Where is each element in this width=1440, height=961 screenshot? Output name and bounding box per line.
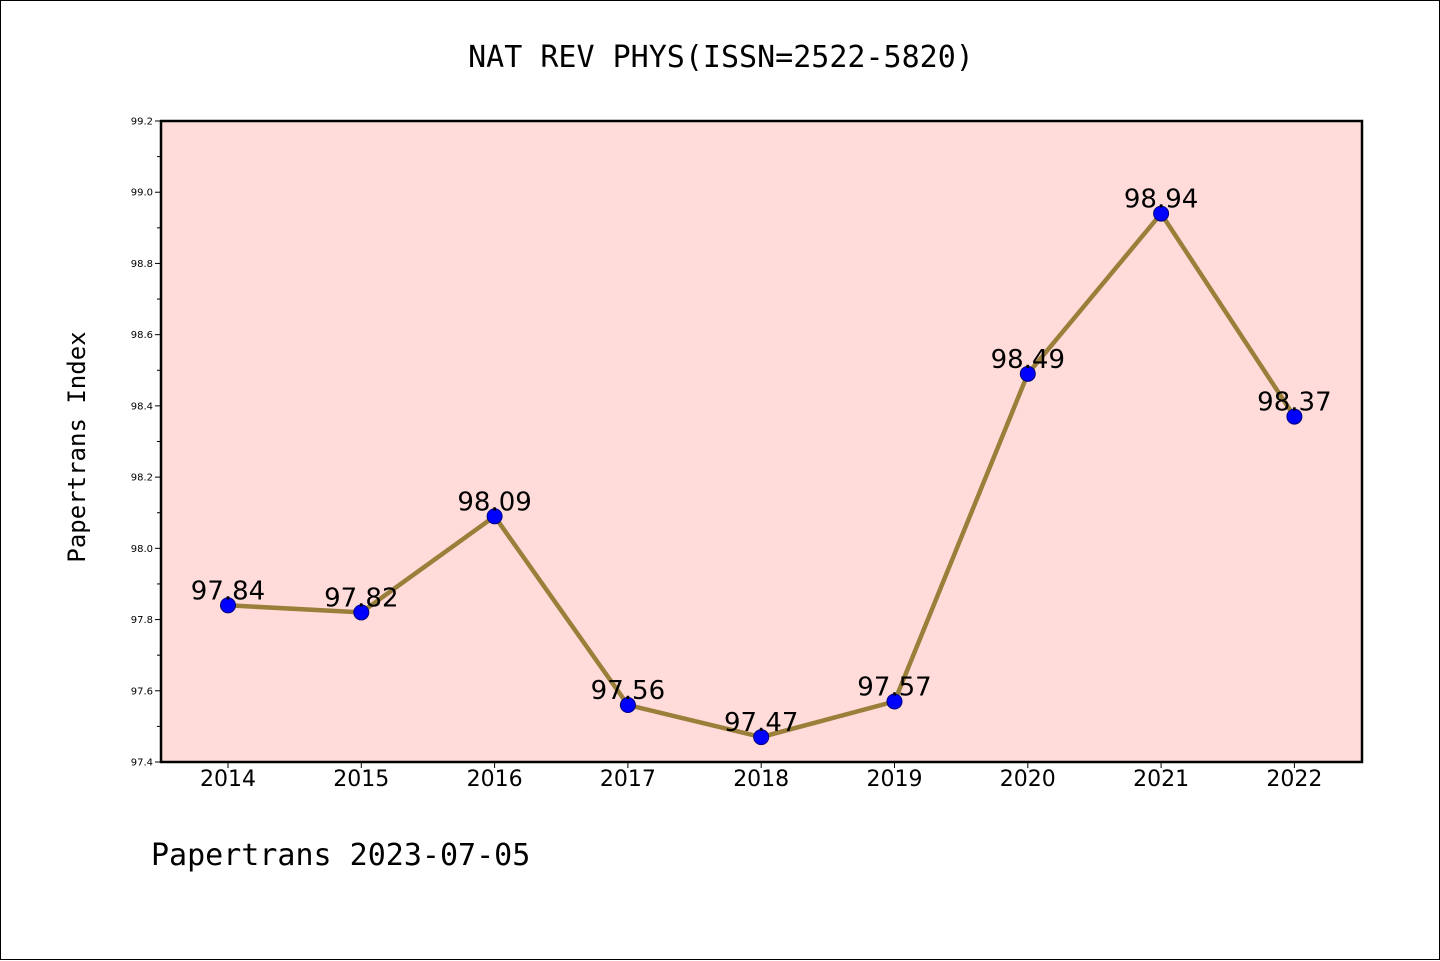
data-label: 97.56 <box>591 676 665 706</box>
y-tick-label: 98.4 <box>131 401 153 412</box>
x-tick-label: 2022 <box>1266 767 1322 792</box>
x-tick-label: 2015 <box>333 767 389 792</box>
x-axis: 2014 2015 2016 2017 2018 2019 2020 2021 2022 <box>200 762 1322 792</box>
data-label: 97.47 <box>724 708 798 738</box>
x-tick-label: 2018 <box>733 767 789 792</box>
data-label: 98.09 <box>457 487 531 517</box>
data-label: 98.94 <box>1124 185 1198 215</box>
data-label: 97.84 <box>191 576 265 606</box>
data-label: 97.82 <box>324 583 398 613</box>
y-axis-label: Papertrans Index <box>63 331 91 562</box>
data-label: 98.49 <box>991 345 1065 375</box>
y-tick-label: 97.8 <box>131 615 153 626</box>
x-tick-label: 2016 <box>467 767 523 792</box>
x-tick-label: 2019 <box>867 767 923 792</box>
y-tick-label: 98.2 <box>131 473 153 484</box>
data-point <box>486 508 503 525</box>
x-tick-label: 2021 <box>1133 767 1189 792</box>
data-point <box>353 604 370 621</box>
x-tick-label: 2017 <box>600 767 656 792</box>
data-label: 98.37 <box>1257 388 1331 418</box>
data-point <box>220 597 236 614</box>
plot-border <box>159 119 1364 764</box>
y-axis: 97.4 97.6 97.8 98.0 98.2 98.4 98.6 98.8 99.0 99.2 <box>131 117 161 769</box>
y-tick-label: 99.2 <box>131 117 153 128</box>
data-point <box>886 693 903 710</box>
x-tick-label: 2014 <box>200 767 256 792</box>
y-tick-label: 98.8 <box>131 259 153 270</box>
data-point <box>619 697 636 714</box>
data-labels: 97.84 97.82 98.09 97.56 97.47 97.57 98.49 98.94… <box>191 185 1332 738</box>
y-tick-label: 99.0 <box>131 188 153 199</box>
data-point <box>1019 365 1036 382</box>
plot-area <box>161 121 1362 762</box>
y-tick-label: 97.4 <box>131 758 153 769</box>
series-line <box>220 205 1303 746</box>
chart-title: NAT REV PHYS(ISSN=2522-5820) <box>468 40 974 75</box>
data-point <box>1286 408 1303 425</box>
y-tick-label: 98.0 <box>131 544 153 555</box>
x-tick-label: 2020 <box>1000 767 1056 792</box>
data-point <box>753 729 770 746</box>
data-label: 97.57 <box>857 672 931 702</box>
data-point <box>1153 205 1170 222</box>
y-tick-label: 98.6 <box>131 330 153 341</box>
y-tick-label: 97.6 <box>131 686 153 697</box>
footer-credit: Papertrans 2023-07-05 <box>151 838 530 873</box>
